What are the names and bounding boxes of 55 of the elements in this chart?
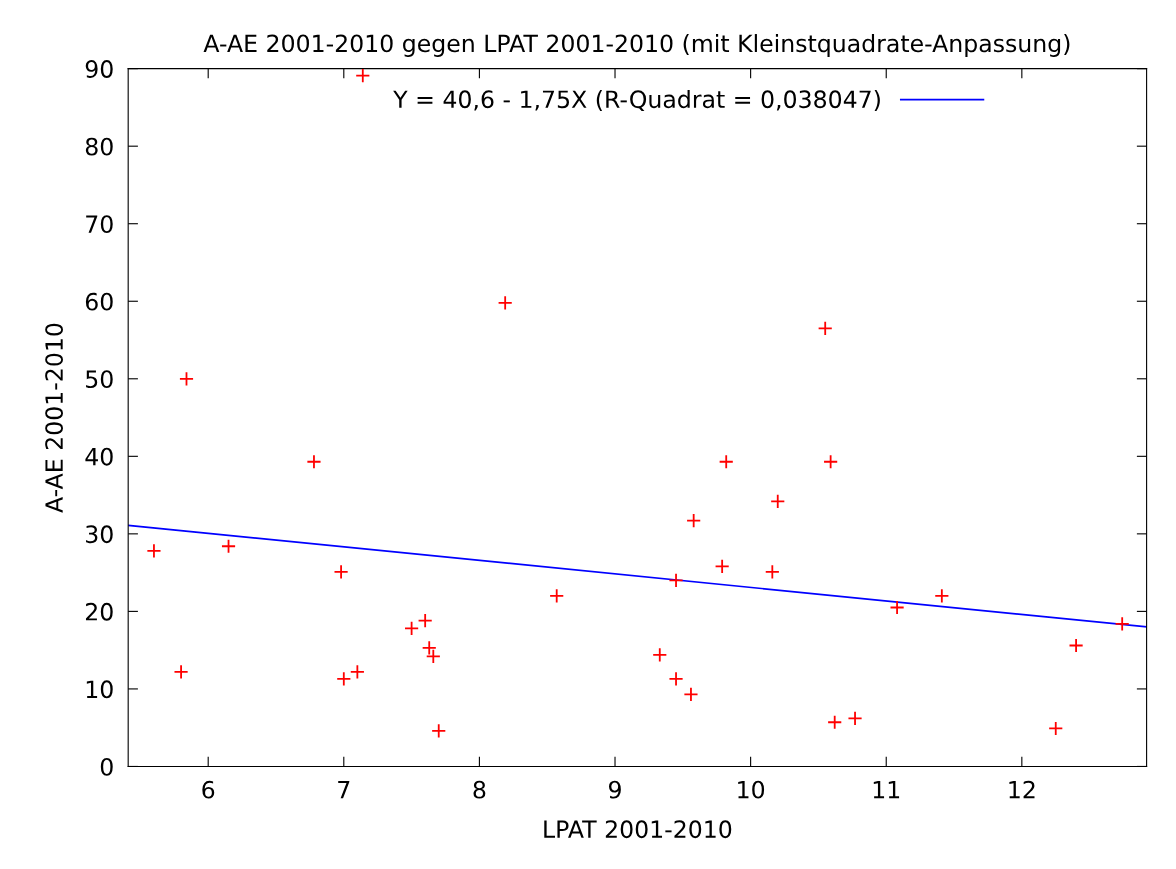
point xyxy=(221,538,237,554)
y-tick-label: 80 xyxy=(85,137,113,156)
x-tick-label: 10 xyxy=(738,780,765,799)
point xyxy=(1068,638,1084,653)
x-tick-label: 11 xyxy=(873,781,900,799)
y-tick-label: 40 xyxy=(85,447,113,466)
point xyxy=(549,588,565,604)
point xyxy=(934,588,950,604)
y-axis-title: A-AE 2001-2010 xyxy=(45,323,64,513)
point xyxy=(668,671,684,687)
point xyxy=(404,620,420,636)
point xyxy=(847,710,863,726)
point xyxy=(827,714,843,730)
y-tick-label: 20 xyxy=(85,602,113,621)
y-tick-label: 10 xyxy=(86,680,113,699)
y-tick-label: 0 xyxy=(100,757,113,776)
x-axis-title: LPAT 2001-2010 xyxy=(544,820,732,839)
x-tick-label: 9 xyxy=(608,780,621,799)
point xyxy=(683,686,699,702)
y-tick-label: 90 xyxy=(85,60,113,78)
point xyxy=(179,371,194,387)
point xyxy=(333,564,349,580)
y-tick-label: 50 xyxy=(86,370,113,389)
x-tick-label: 8 xyxy=(473,780,486,799)
point xyxy=(431,723,447,739)
point xyxy=(718,454,734,470)
point xyxy=(355,68,371,84)
point xyxy=(889,600,905,616)
point xyxy=(146,543,162,559)
point xyxy=(421,640,437,656)
point xyxy=(764,564,780,580)
point xyxy=(770,493,786,509)
legend-label: Y = 40,6 - 1,75X (R-Quadrat = 0,038047) xyxy=(393,89,880,111)
y-tick-label: 70 xyxy=(86,215,113,234)
point xyxy=(1114,616,1130,632)
point xyxy=(817,320,833,336)
chart-title: A-AE 2001-2010 gegen LPAT 2001-2010 (mit Kleinstquadrate-Anpassung) xyxy=(203,34,1070,57)
point xyxy=(714,558,730,574)
point xyxy=(652,647,668,663)
x-tick-label: 6 xyxy=(202,780,215,799)
point xyxy=(173,664,189,680)
point xyxy=(336,671,352,687)
x-tick-label: 7 xyxy=(338,781,350,799)
x-tick-label: 12 xyxy=(1009,780,1035,799)
point xyxy=(497,295,513,311)
point xyxy=(425,648,441,664)
point xyxy=(668,572,684,588)
y-tick-label: 60 xyxy=(85,292,113,311)
point xyxy=(417,613,433,629)
point xyxy=(349,664,365,680)
point xyxy=(823,454,839,470)
point xyxy=(306,454,322,470)
y-tick-label: 30 xyxy=(86,525,113,544)
point xyxy=(686,513,702,529)
point xyxy=(1048,720,1064,736)
